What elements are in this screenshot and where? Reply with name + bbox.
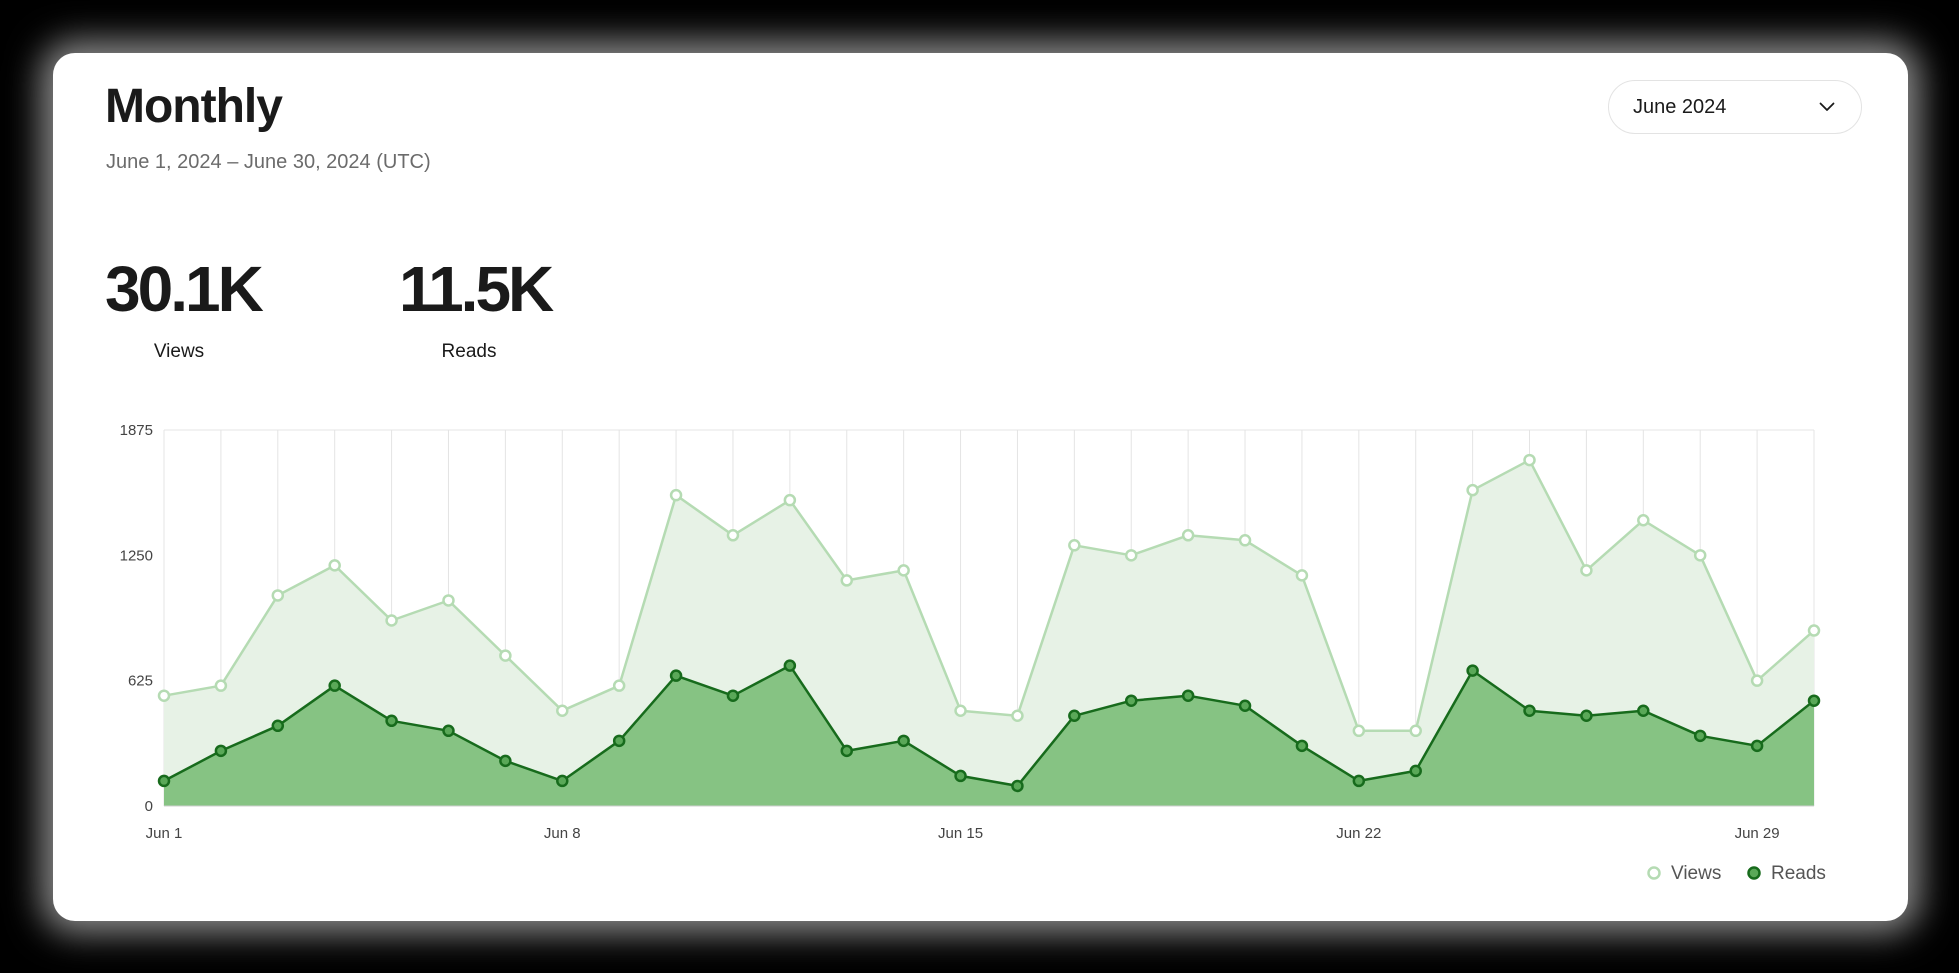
- reads-point: [1011, 779, 1024, 793]
- views-total: 30.1K: [105, 253, 264, 325]
- reads-point: [1807, 694, 1821, 707]
- views-stat: 30.1K Views: [105, 253, 264, 363]
- reads-point: [897, 734, 910, 748]
- views-point: [499, 649, 512, 662]
- x-tick-label: Jun 15: [938, 825, 983, 842]
- month-select[interactable]: June 2024: [1608, 80, 1862, 134]
- views-point: [726, 529, 740, 542]
- views-point: [157, 689, 171, 702]
- reads-point: [1580, 709, 1593, 723]
- views-point: [612, 679, 626, 692]
- views-point: [1693, 549, 1707, 562]
- x-tick-label: Jun 29: [1735, 825, 1780, 842]
- views-point: [271, 589, 285, 602]
- views-point: [442, 594, 455, 607]
- reads-point: [783, 659, 797, 672]
- views-point: [897, 564, 910, 577]
- views-point: [1637, 513, 1650, 527]
- y-tick-label: 625: [128, 673, 153, 690]
- views-point: [1124, 549, 1138, 562]
- reads-line: [163, 664, 1815, 788]
- reads-point: [214, 744, 228, 758]
- reads-point: [1466, 664, 1479, 677]
- views-point: [214, 679, 228, 692]
- reads-point: [1352, 774, 1366, 788]
- reads-point: [556, 774, 569, 788]
- views-point: [1466, 483, 1479, 497]
- reads-point: [442, 724, 455, 738]
- views-reads-chart: 0 625 1250 1875 Jun 1 Jun 8 Jun 15 Jun 22 Jun 29…: [120, 422, 1826, 884]
- views-point: [1181, 529, 1195, 542]
- reads-point: [1693, 729, 1707, 743]
- y-tick-label: 0: [145, 798, 153, 815]
- views-point: [1409, 724, 1422, 738]
- views-point: [1011, 709, 1024, 723]
- reads-point: [271, 719, 285, 733]
- reads-point: [1637, 704, 1650, 717]
- views-point: [783, 493, 797, 507]
- x-tick-label: Jun 8: [544, 825, 581, 842]
- reads-point: [1750, 739, 1764, 753]
- views-point: [328, 559, 341, 572]
- reads-point: [726, 689, 740, 702]
- reads-point: [385, 714, 398, 728]
- reads-point: [954, 769, 967, 783]
- views-point: [840, 574, 854, 587]
- reads-legend-marker: [1747, 866, 1761, 880]
- reads-point: [499, 754, 512, 768]
- reads-point: [669, 669, 683, 682]
- views-point: [669, 488, 683, 502]
- reads-point: [1124, 694, 1138, 707]
- views-line: [163, 458, 1815, 733]
- reads-point: [840, 744, 854, 758]
- y-tick-label: 1250: [120, 547, 153, 564]
- views-point: [1523, 453, 1536, 467]
- reads-point: [328, 679, 341, 692]
- reads-point: [1295, 739, 1309, 753]
- y-tick-label: 1875: [120, 422, 153, 439]
- views-point: [556, 704, 569, 717]
- reads-point: [157, 774, 171, 788]
- reads-stat: 11.5K Reads: [399, 253, 554, 363]
- reads-legend-label: Reads: [1771, 863, 1826, 884]
- views-area: [164, 460, 1814, 806]
- reads-total: 11.5K: [399, 253, 554, 325]
- views-point: [1068, 539, 1081, 552]
- views-point: [1750, 674, 1764, 687]
- views-point: [954, 704, 967, 717]
- reads-point: [1181, 689, 1195, 702]
- reads-point: [1068, 709, 1081, 723]
- reads-label: Reads: [441, 341, 497, 362]
- views-point: [1352, 724, 1366, 738]
- views-legend-marker: [1647, 866, 1661, 880]
- stats-card: Monthly June 1, 2024 – June 30, 2024 (UT…: [53, 53, 1908, 921]
- reads-point: [1523, 704, 1536, 717]
- x-tick-label: Jun 22: [1336, 825, 1381, 842]
- reads-point: [612, 734, 626, 748]
- page-title: Monthly: [105, 80, 283, 133]
- month-select-value: June 2024: [1633, 95, 1727, 118]
- reads-point: [1409, 764, 1422, 778]
- views-point: [385, 614, 398, 627]
- views-label: Views: [153, 341, 205, 362]
- reads-point: [1238, 699, 1252, 712]
- views-point: [1238, 534, 1252, 547]
- views-point: [1580, 564, 1593, 577]
- views-point: [1295, 569, 1309, 582]
- chevron-down-icon: [1819, 102, 1835, 112]
- views-legend-label: Views: [1671, 863, 1721, 884]
- x-tick-label: Jun 1: [146, 825, 183, 842]
- views-point: [1807, 624, 1821, 637]
- date-range: June 1, 2024 – June 30, 2024 (UTC): [106, 151, 431, 173]
